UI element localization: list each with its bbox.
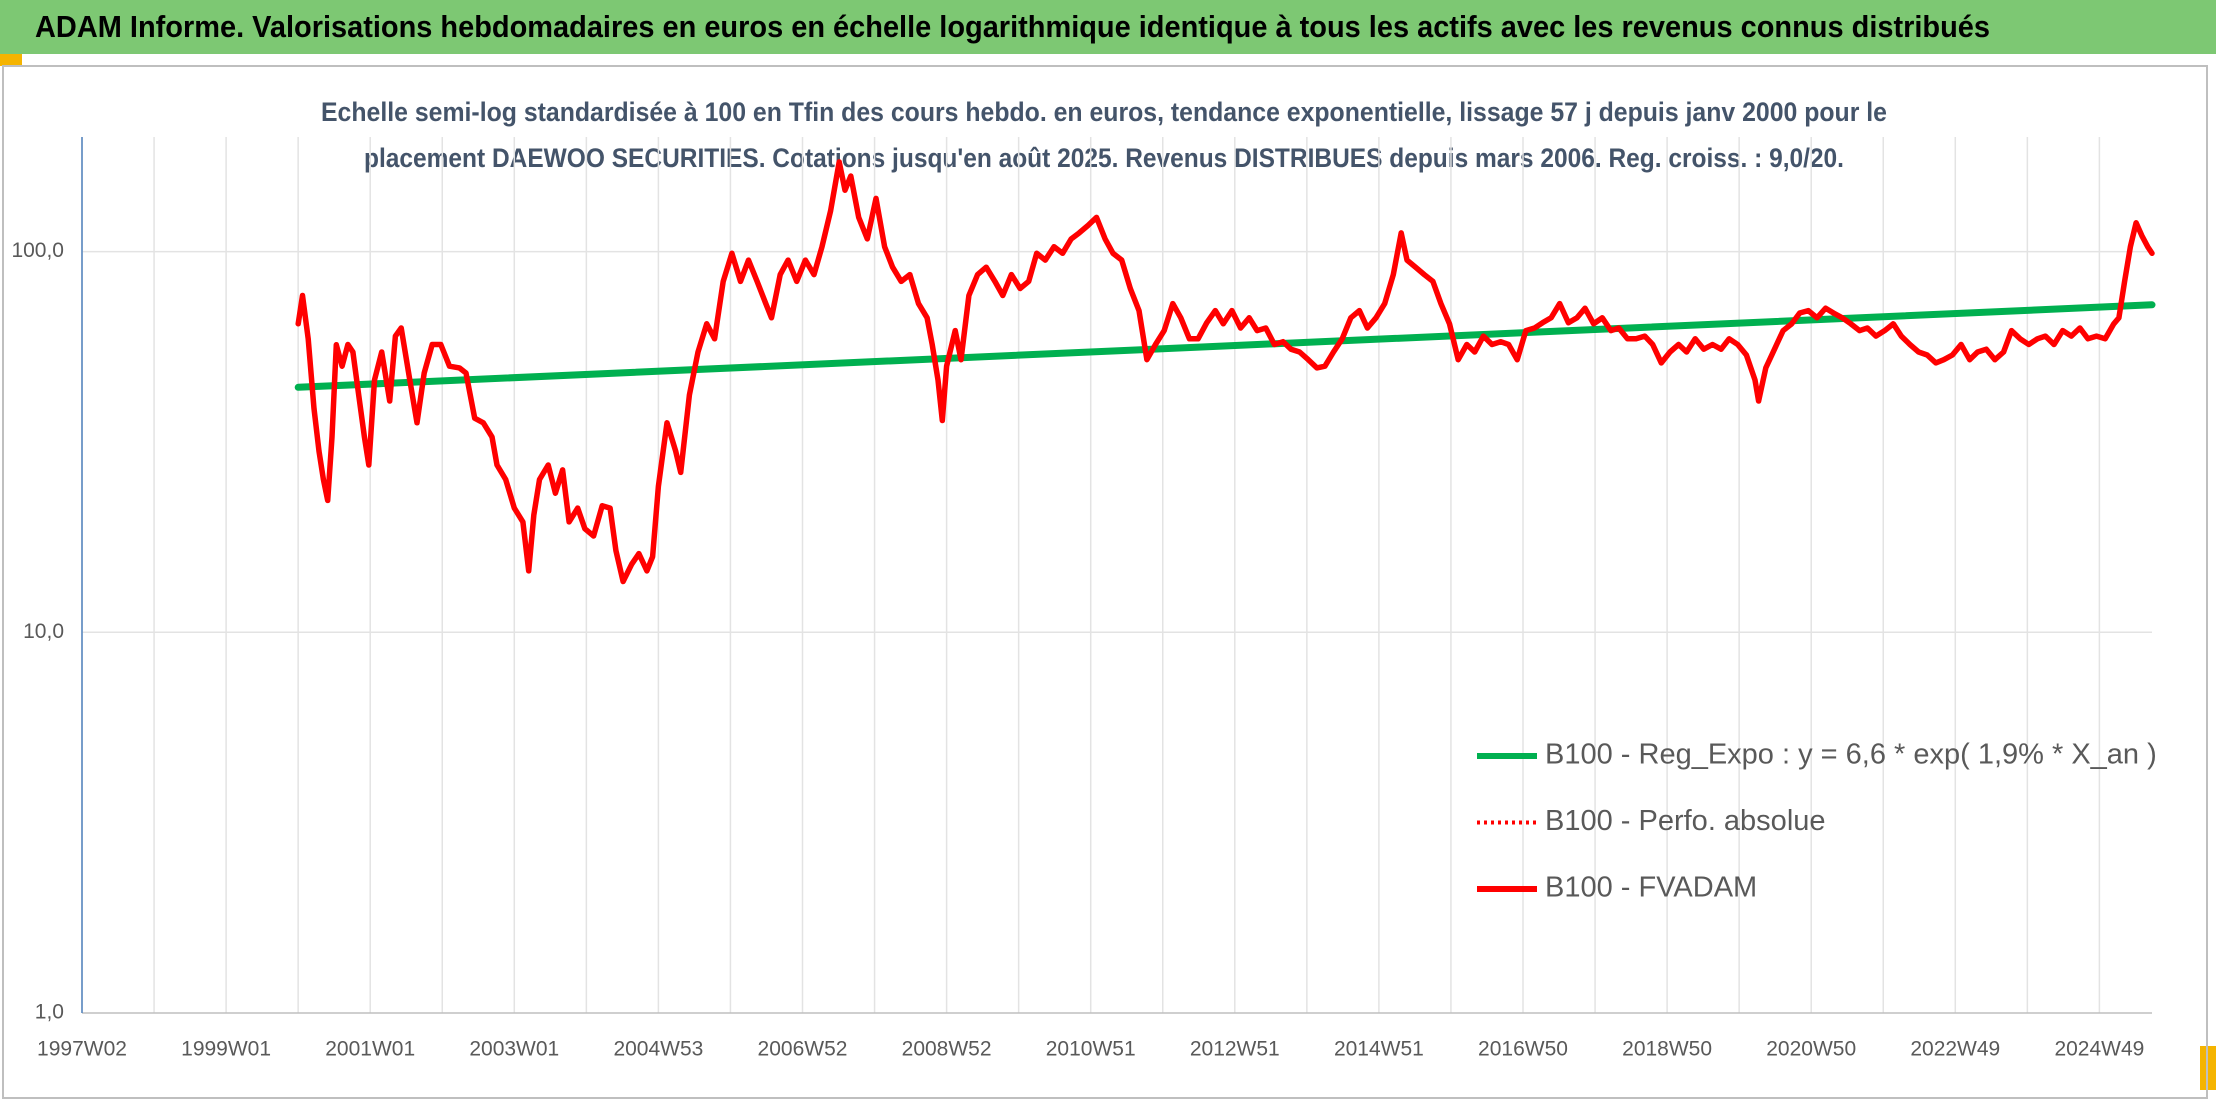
x-tick-label: 1997W02 <box>37 1038 127 1061</box>
x-tick-label: 2014W51 <box>1334 1038 1424 1061</box>
x-tick-label: 2020W50 <box>1766 1038 1856 1061</box>
chart-title: ADAM Informe. Valorisations hebdomadaire… <box>35 9 1990 44</box>
x-tick-label: 2004W53 <box>613 1038 703 1061</box>
x-tick-label: 2006W52 <box>758 1038 848 1061</box>
subtitle: Echelle semi-log standardisée à 100 en T… <box>321 97 1887 127</box>
legend-label: B100 - Perfo. absolue <box>1545 805 1826 837</box>
x-tick-label: 2010W51 <box>1046 1038 1136 1061</box>
y-tick-label: 1,0 <box>35 1001 64 1024</box>
x-tick-label: 2003W01 <box>469 1038 559 1061</box>
x-tick-label: 1999W01 <box>181 1038 271 1061</box>
x-tick-label: 2012W51 <box>1190 1038 1280 1061</box>
y-tick-label: 10,0 <box>23 620 64 643</box>
corner-mark <box>0 54 22 66</box>
legend-label: B100 - Reg_Expo : y = 6,6 * exp( 1,9% * … <box>1545 739 2157 771</box>
x-tick-label: 2022W49 <box>1910 1038 2000 1061</box>
legend-label: B100 - FVADAM <box>1545 872 1757 904</box>
y-tick-label: 100,0 <box>11 239 64 262</box>
title-bar <box>0 0 2216 54</box>
x-tick-label: 2024W49 <box>2054 1038 2144 1061</box>
x-tick-label: 2016W50 <box>1478 1038 1568 1061</box>
x-tick-label: 2001W01 <box>325 1038 415 1061</box>
subtitle: placement DAEWOO SECURITIES. Cotations j… <box>364 143 1844 173</box>
x-tick-label: 2018W50 <box>1622 1038 1712 1061</box>
series-line <box>295 159 2155 585</box>
x-tick-label: 2008W52 <box>902 1038 992 1061</box>
chart-frame <box>2 65 2208 1099</box>
